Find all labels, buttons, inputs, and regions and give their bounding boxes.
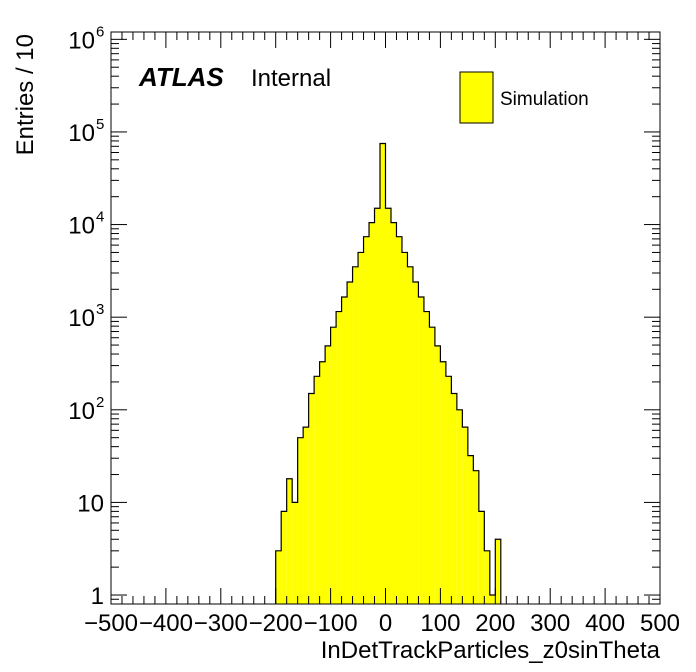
x-tick-label: 300 bbox=[530, 610, 570, 637]
legend-entry-simulation: Simulation bbox=[500, 89, 589, 110]
histogram-bin-32 bbox=[451, 393, 457, 604]
histogram-bin-9 bbox=[325, 345, 331, 604]
histogram-bin-3 bbox=[292, 502, 298, 604]
x-tick-label: −400 bbox=[139, 610, 193, 637]
histogram-bin-10 bbox=[330, 327, 337, 604]
histogram-bin-7 bbox=[314, 376, 320, 604]
y-tick-label-exponent: 2 bbox=[96, 394, 104, 411]
histogram-bin-34 bbox=[462, 427, 468, 604]
histogram-bin-28 bbox=[429, 327, 435, 604]
x-tick-label: 0 bbox=[379, 610, 392, 637]
histogram-bin-1 bbox=[281, 511, 287, 604]
x-tick-label: 500 bbox=[640, 610, 680, 637]
y-tick-label: 10 bbox=[68, 120, 95, 147]
histogram-bin-40 bbox=[495, 539, 501, 604]
x-tick-label: −500 bbox=[84, 610, 138, 637]
y-tick-label: 1 bbox=[91, 583, 104, 610]
y-tick-label-exponent: 5 bbox=[96, 116, 104, 133]
atlas-label-bold: ATLAS bbox=[138, 62, 224, 92]
histogram-bin-16 bbox=[363, 236, 370, 605]
y-tick-label: 10 bbox=[68, 27, 95, 54]
histogram-bin-33 bbox=[456, 409, 463, 604]
histogram-bin-25 bbox=[412, 281, 419, 604]
x-tick-label: 100 bbox=[420, 610, 460, 637]
y-tick-label: 10 bbox=[68, 398, 95, 425]
histogram-bin-20 bbox=[385, 208, 391, 605]
y-tick-label: 10 bbox=[68, 305, 95, 332]
histogram-bin-8 bbox=[319, 361, 326, 604]
histogram-bin-18 bbox=[374, 208, 381, 605]
histogram-bin-14 bbox=[352, 266, 359, 604]
histogram-bin-37 bbox=[478, 511, 485, 604]
histogram-bin-0 bbox=[275, 550, 282, 604]
x-tick-label: −100 bbox=[304, 610, 358, 637]
histogram-bin-22 bbox=[396, 236, 402, 605]
histogram-bin-12 bbox=[341, 297, 348, 604]
y-tick-label: 10 bbox=[77, 490, 104, 517]
histogram-bin-24 bbox=[407, 266, 413, 604]
histogram-bin-4 bbox=[297, 437, 304, 604]
histogram-bin-2 bbox=[286, 478, 293, 604]
histogram-bin-15 bbox=[358, 252, 364, 604]
axis-ticks bbox=[110, 32, 661, 605]
histogram-bin-26 bbox=[418, 297, 424, 604]
y-tick-label-exponent: 4 bbox=[96, 209, 104, 226]
histogram-bin-21 bbox=[390, 222, 397, 604]
x-axis-title: InDetTrackParticles_z0sinTheta bbox=[321, 637, 661, 664]
histogram-bin-36 bbox=[473, 470, 479, 604]
histogram-bin-19 bbox=[380, 143, 386, 604]
histogram-bin-27 bbox=[423, 311, 430, 604]
histogram-bars bbox=[275, 143, 501, 605]
legend: Simulation bbox=[459, 71, 589, 124]
histogram-bin-35 bbox=[467, 455, 474, 604]
y-tick-label-exponent: 3 bbox=[96, 301, 104, 318]
atlas-label: ATLAS Internal bbox=[138, 62, 331, 92]
histogram-outline bbox=[275, 142, 502, 604]
histogram-bin-30 bbox=[440, 361, 446, 604]
y-tick-label-exponent: 6 bbox=[96, 23, 104, 40]
tick-labels: −500 −400 −300 −200 −100 0 100 200 300 400 500 1 10 1… bbox=[68, 23, 680, 637]
histogram-bin-29 bbox=[434, 345, 441, 604]
y-tick-label: 10 bbox=[68, 213, 95, 240]
legend-swatch bbox=[459, 71, 494, 124]
histogram-bin-5 bbox=[303, 427, 309, 604]
x-tick-label: −200 bbox=[249, 610, 303, 637]
x-tick-label: 400 bbox=[585, 610, 625, 637]
histogram-bin-38 bbox=[484, 550, 490, 604]
plot-frame bbox=[110, 31, 661, 605]
x-tick-label: −300 bbox=[194, 610, 248, 637]
histogram-bin-6 bbox=[308, 393, 315, 604]
histogram-bin-17 bbox=[369, 222, 375, 604]
histogram-bin-13 bbox=[347, 281, 353, 604]
histogram-bin-39 bbox=[489, 595, 496, 604]
histogram-bin-11 bbox=[336, 311, 342, 604]
histogram-bin-31 bbox=[445, 376, 452, 604]
histogram-bin-23 bbox=[401, 252, 408, 604]
x-tick-label: 200 bbox=[475, 610, 515, 637]
atlas-label-normal: Internal bbox=[251, 65, 331, 92]
y-axis-title: Entries / 10 bbox=[12, 34, 39, 155]
